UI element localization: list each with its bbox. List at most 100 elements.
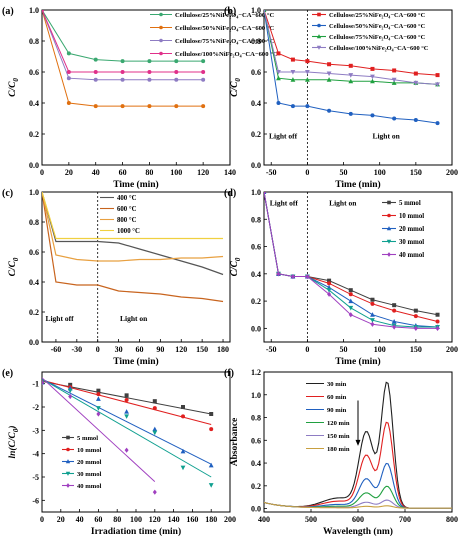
legend-swatch-marker	[317, 23, 321, 28]
data-point	[209, 427, 214, 432]
x-tick-label: 40	[76, 515, 84, 524]
panel-label: (b)	[224, 6, 236, 17]
data-point	[42, 379, 44, 386]
y-tick-label: 0.8	[251, 215, 261, 224]
series-40-mmol	[42, 377, 157, 495]
data-point	[120, 77, 125, 82]
data-point	[348, 305, 354, 311]
data-point	[96, 411, 101, 417]
chart-panel-f: (f) 400 500 600 700 800 0.0 0.2 0.4 0.6 0.8 1.0 1.2 W…	[224, 368, 458, 537]
y-axis-label-main: Absorbance	[230, 418, 240, 467]
legend-swatch-marker	[159, 25, 163, 30]
series-1000-c	[42, 192, 224, 240]
data-point	[290, 104, 295, 109]
data-point	[264, 10, 266, 13]
data-point	[276, 271, 281, 277]
data-point	[152, 399, 157, 404]
chart-panel-c: (c) -60 -30 0 30 60 90 120 150 180 0.0 0.2 0.4 0.6 0.8…	[2, 188, 231, 367]
legend: 400 °C 600 °C 800 °C 1000 °C	[100, 195, 140, 235]
data-point	[120, 59, 125, 64]
chart-panel-b: (b) -50 0 50 100 150 200 0.0 0.2 0.4 0.6 0.8 1.0 Time…	[224, 6, 458, 190]
series-cellulose-100-nife-o-ca-600-c	[42, 10, 206, 74]
x-axis-label: Time (min)	[113, 179, 158, 190]
data-point	[435, 325, 440, 331]
y-axis-label-main: C/C	[230, 260, 240, 276]
legend-swatch-marker	[317, 12, 321, 17]
y-tick-label: 0.6	[251, 436, 261, 445]
x-tick-label: 180	[217, 345, 229, 354]
spectrum-line	[264, 501, 452, 509]
y-tick-label: -3	[32, 426, 39, 435]
legend-swatch-marker	[66, 435, 70, 440]
data-point	[370, 312, 375, 317]
x-tick-label: 80	[113, 515, 121, 524]
legend-swatch-marker	[386, 226, 392, 231]
legend: 30 min 60 min 90 min 120 min 150 min 180 min	[306, 381, 350, 453]
legend-swatch-marker	[66, 447, 70, 452]
legend-swatch-marker	[159, 12, 163, 17]
legend-entry: 40 mmol	[77, 483, 102, 490]
y-tick-label: 0.0	[251, 324, 261, 333]
data-point	[391, 318, 397, 324]
data-point	[370, 297, 375, 302]
y-ticks: 0.0 0.2 0.4 0.6 0.8 1.0 1.2	[251, 368, 267, 514]
data-point	[370, 301, 375, 306]
plot-frame	[41, 191, 231, 343]
x-axis-label: Time (min)	[335, 179, 380, 190]
legend-entry: 20 mmol	[399, 226, 424, 233]
chart-panel-e: (e) 0 20 40 60 80 100 120 140 160 180 200 -1 -2 -3 -4 -5…	[2, 368, 236, 537]
data-point	[290, 70, 296, 75]
legend-entry: 800 °C	[117, 217, 137, 224]
x-axis-label: Wavelength (nm)	[323, 526, 393, 537]
plot-frame	[263, 191, 453, 343]
data-point	[96, 388, 101, 393]
light-annotation: Light off	[45, 314, 74, 323]
y-axis-label-sub: 0	[12, 78, 20, 82]
legend-entry: 180 min	[327, 446, 350, 453]
light-annotation: Light on	[120, 314, 148, 323]
x-tick-label: 20	[57, 515, 65, 524]
legend-swatch-marker	[65, 471, 71, 476]
light-annotation: Light on	[329, 199, 357, 208]
x-tick-label: 100	[374, 345, 386, 354]
y-tick-label: 0.8	[251, 37, 261, 46]
data-point	[326, 71, 332, 77]
series-cellulose-50-nife-o-ca-600-c	[264, 10, 440, 126]
legend-entry: Cellulose/25%NiFe₂O₄−CA−600 °C	[175, 12, 275, 19]
data-point	[93, 70, 98, 74]
plot-frame	[263, 9, 453, 166]
data-point	[201, 59, 206, 64]
y-tick-label: 1.0	[29, 188, 39, 197]
series-cellulose-25-nife-o-ca-600-c	[264, 10, 440, 78]
x-tick-label: 500	[305, 515, 317, 524]
data-point	[435, 73, 440, 78]
data-point	[124, 409, 129, 414]
x-tick-label: 800	[446, 515, 458, 524]
y-tick-label: 0.2	[29, 308, 39, 317]
data-point	[392, 324, 397, 330]
y-tick-label: 0.0	[29, 161, 39, 170]
data-point	[348, 78, 354, 84]
data-point	[370, 321, 375, 327]
series-40-mmol	[264, 192, 440, 331]
legend-entry: 10 mmol	[399, 213, 424, 220]
x-tick-label: 140	[168, 515, 180, 524]
x-tick-label: 200	[446, 168, 458, 177]
legend: 5 mmol 10 mmol 20 mmol 30 mmol 40 mmol	[382, 200, 424, 259]
y-axis-label-main: C/C	[230, 81, 240, 97]
data-point	[276, 75, 281, 81]
y-ticks: 0.0 0.2 0.4 0.6 0.8 1.0	[29, 6, 45, 170]
x-tick-label: 40	[92, 168, 100, 177]
data-point	[413, 314, 418, 319]
light-annotation: Light off	[269, 132, 298, 141]
spectrum-line	[264, 462, 452, 509]
y-axis-label: C/C0	[8, 78, 20, 97]
y-tick-label: 0.4	[251, 99, 261, 108]
data-point	[96, 406, 101, 411]
light-annotation: Light on	[372, 132, 400, 141]
data-point	[124, 398, 129, 402]
y-tick-label: 0.6	[29, 248, 39, 257]
legend-entry: 40 mmol	[399, 252, 424, 259]
data-point	[201, 104, 206, 109]
x-tick-label: 90	[156, 345, 164, 354]
